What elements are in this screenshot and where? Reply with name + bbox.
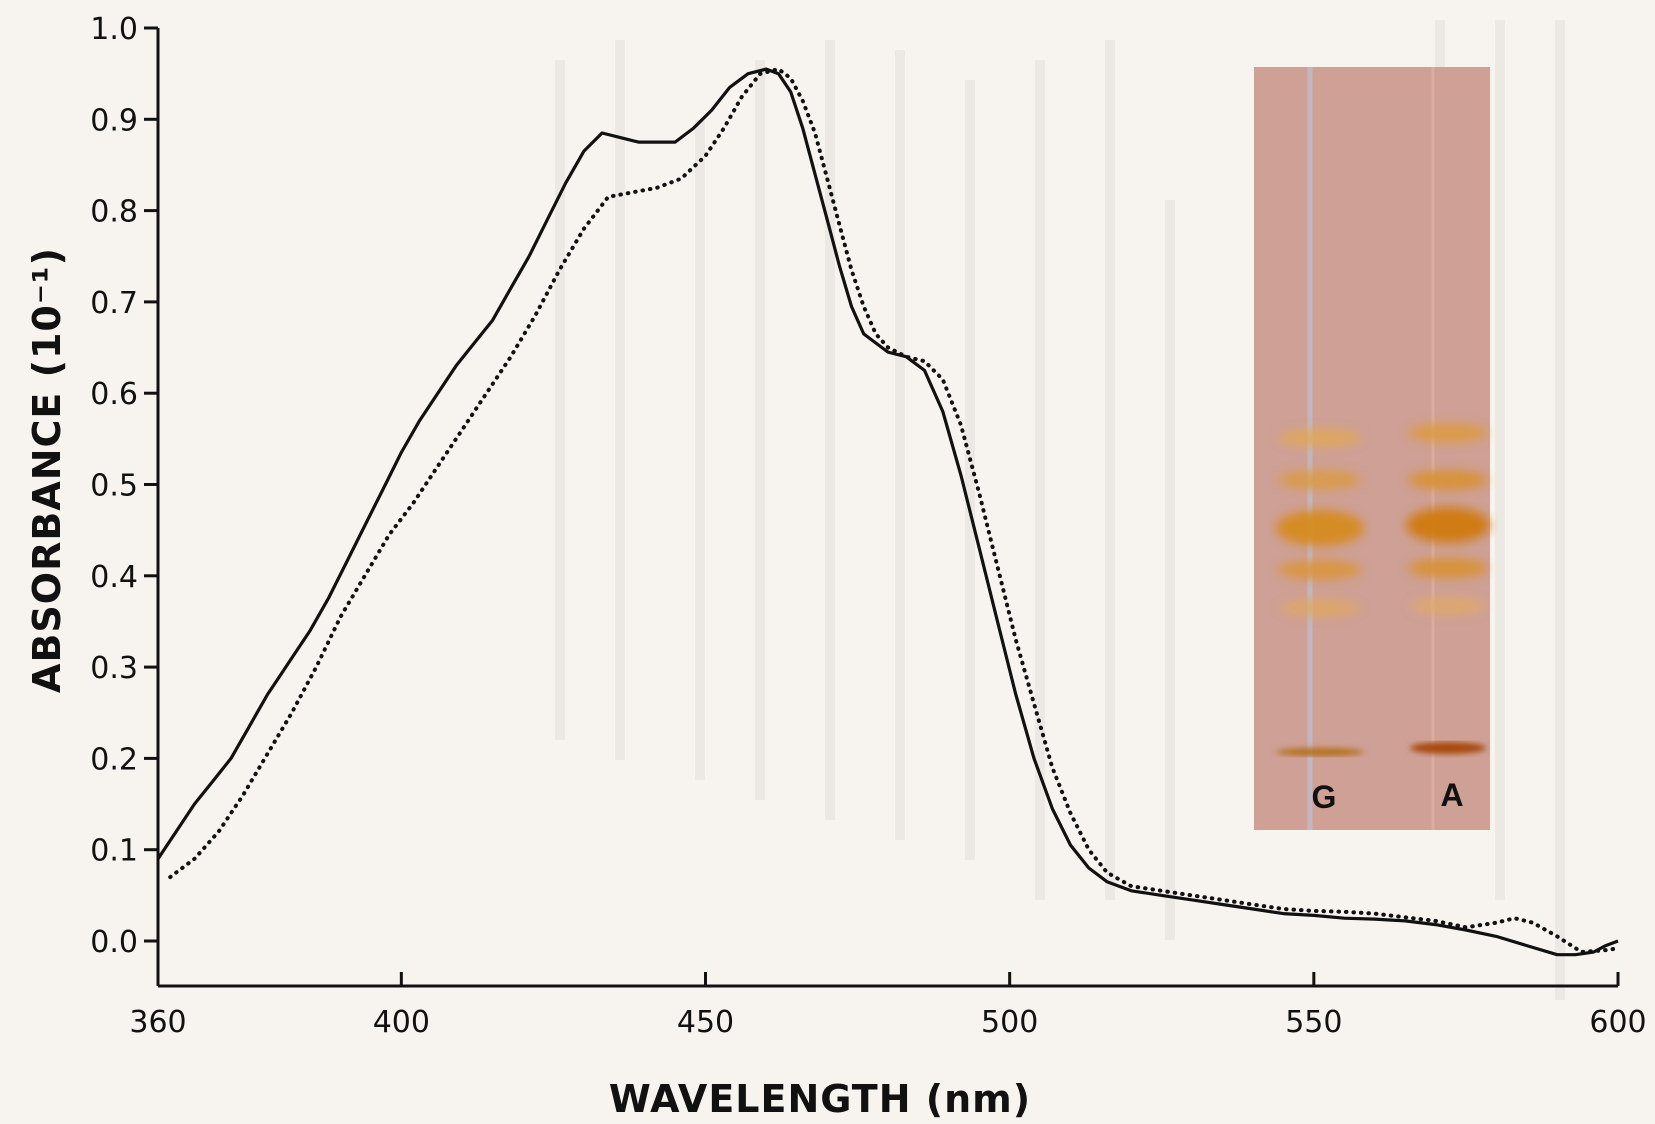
y-tick-label: 0.4	[90, 560, 138, 595]
lane-g-bands	[1276, 429, 1364, 617]
x-ticks: 360 400 450 500 550 600	[129, 972, 1647, 1040]
lane-label-g: G	[1312, 779, 1337, 815]
tlc-plate	[1254, 67, 1490, 830]
x-tick-label: 400	[373, 1005, 430, 1040]
series-line-solid	[156, 67, 1619, 957]
x-tick-label: 360	[129, 1005, 186, 1040]
origin-spots	[1276, 742, 1486, 756]
y-tick-label: 0.8	[90, 195, 138, 230]
y-ticks: 0.0 0.1 0.2 0.3 0.4 0.5 0.6 0.7 0.8 0.9 1.0	[90, 12, 158, 960]
x-tick-label: 600	[1589, 1005, 1646, 1040]
x-tick-label: 450	[677, 1005, 734, 1040]
tlc-plate-inset: G A	[1254, 67, 1490, 830]
y-tick-label: 0.1	[90, 834, 138, 869]
x-tick-label: 550	[1285, 1005, 1342, 1040]
y-tick-label: 0.3	[90, 651, 138, 686]
y-tick-label: 1.0	[90, 12, 138, 47]
y-axis-title: ABSORBANCE (10⁻¹)	[25, 247, 69, 693]
y-tick-label: 0.2	[90, 742, 138, 777]
y-tick-label: 0.5	[90, 469, 138, 504]
series-group	[156, 67, 1620, 957]
x-axis-title: WAVELENGTH (nm)	[609, 1077, 1031, 1121]
lane-a-bands	[1406, 423, 1490, 615]
lane-label-a: A	[1440, 777, 1463, 813]
tlc-plate-sheen	[1254, 67, 1490, 830]
x-tick-label: 500	[981, 1005, 1038, 1040]
y-tick-label: 0.9	[90, 103, 138, 138]
y-tick-label: 0.0	[90, 925, 138, 960]
series-line-dotted	[168, 67, 1620, 954]
y-tick-label: 0.7	[90, 286, 138, 321]
y-tick-label: 0.6	[90, 377, 138, 412]
